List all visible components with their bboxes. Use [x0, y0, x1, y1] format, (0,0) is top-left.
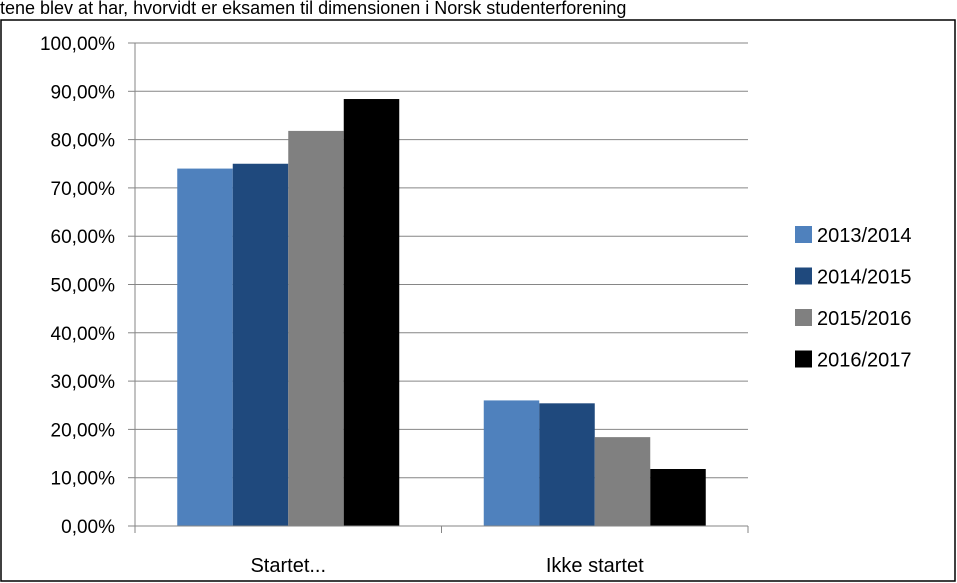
legend-swatch	[795, 350, 812, 368]
legend-label: 2013/2014	[817, 225, 912, 247]
category-label: Ikke startet	[546, 555, 644, 577]
y-tick-labels: 0,00% 10,00% 20,00% 30,00% 40,00% 50,00% 60,00…	[40, 34, 115, 538]
category-labels: Startet... Ikke startet	[250, 555, 644, 577]
y-tick-label: 70,00%	[51, 179, 116, 200]
y-tick-label: 60,00%	[51, 227, 116, 248]
bars	[177, 99, 706, 526]
legend-swatch	[795, 267, 812, 285]
legend-label: 2016/2017	[817, 350, 912, 372]
bar	[594, 437, 651, 526]
legend: 2013/2014 2014/2015 2015/2016 2016/2017	[795, 225, 912, 372]
bar	[288, 130, 344, 526]
y-tick-label: 90,00%	[51, 82, 116, 103]
y-tick-label: 40,00%	[51, 324, 116, 345]
chart-border	[0, 19, 956, 582]
y-tick-label: 100,00%	[40, 34, 115, 55]
y-tick-label: 10,00%	[51, 469, 116, 490]
bar	[650, 469, 706, 526]
legend-label: 2014/2015	[817, 267, 912, 289]
bar	[177, 168, 233, 526]
legend-swatch	[795, 226, 812, 243]
bar	[483, 400, 540, 526]
axes	[128, 42, 749, 533]
y-tick-label: 80,00%	[51, 131, 116, 152]
legend-swatch	[795, 309, 812, 326]
bar	[539, 403, 595, 526]
y-tick-label: 0,00%	[61, 517, 115, 538]
legend-label: 2015/2016	[817, 308, 912, 330]
top-caption: tene blev at har, hvorvidt er eksamen ti…	[0, 0, 626, 18]
bar	[232, 163, 289, 526]
y-tick-label: 30,00%	[51, 372, 116, 393]
bar	[343, 99, 400, 526]
category-label: Startet...	[250, 555, 326, 577]
y-tick-label: 20,00%	[51, 420, 116, 441]
y-tick-label: 50,00%	[51, 276, 116, 297]
